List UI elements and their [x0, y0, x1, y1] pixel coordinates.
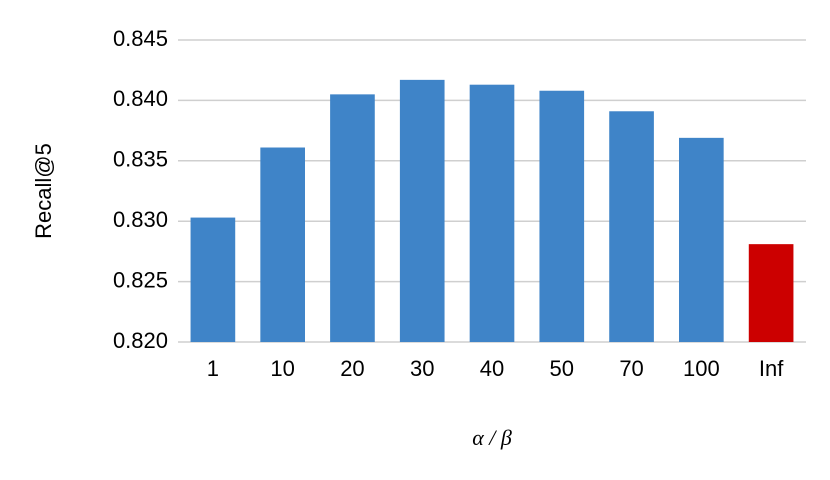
x-tick-label: 40: [480, 356, 504, 381]
x-tick-label: 30: [410, 356, 434, 381]
y-tick-label: 0.840: [113, 86, 168, 111]
y-tick-label: 0.820: [113, 328, 168, 353]
bar: [330, 94, 375, 342]
x-tick-label: 100: [683, 356, 720, 381]
x-tick-label: 50: [550, 356, 574, 381]
bar: [748, 244, 794, 342]
x-tick-label: 70: [619, 356, 643, 381]
x-tick-label: 20: [340, 356, 364, 381]
bar: [190, 217, 236, 342]
bar: [539, 90, 585, 343]
y-tick-label: 0.835: [113, 147, 168, 172]
y-tick-label: 0.825: [113, 267, 168, 292]
bar: [609, 111, 654, 342]
bar: [399, 79, 445, 342]
x-axis-label: α / β: [472, 425, 512, 450]
bar: [469, 84, 515, 343]
bar: [679, 137, 724, 342]
y-axis-label: Recall@5: [31, 143, 56, 239]
y-tick-label: 0.845: [113, 26, 168, 51]
x-tick-label: 1: [207, 356, 219, 381]
y-tick-label: 0.830: [113, 207, 168, 232]
x-tick-label: 10: [270, 356, 294, 381]
bar: [260, 147, 305, 342]
x-tick-label: Inf: [759, 356, 784, 381]
